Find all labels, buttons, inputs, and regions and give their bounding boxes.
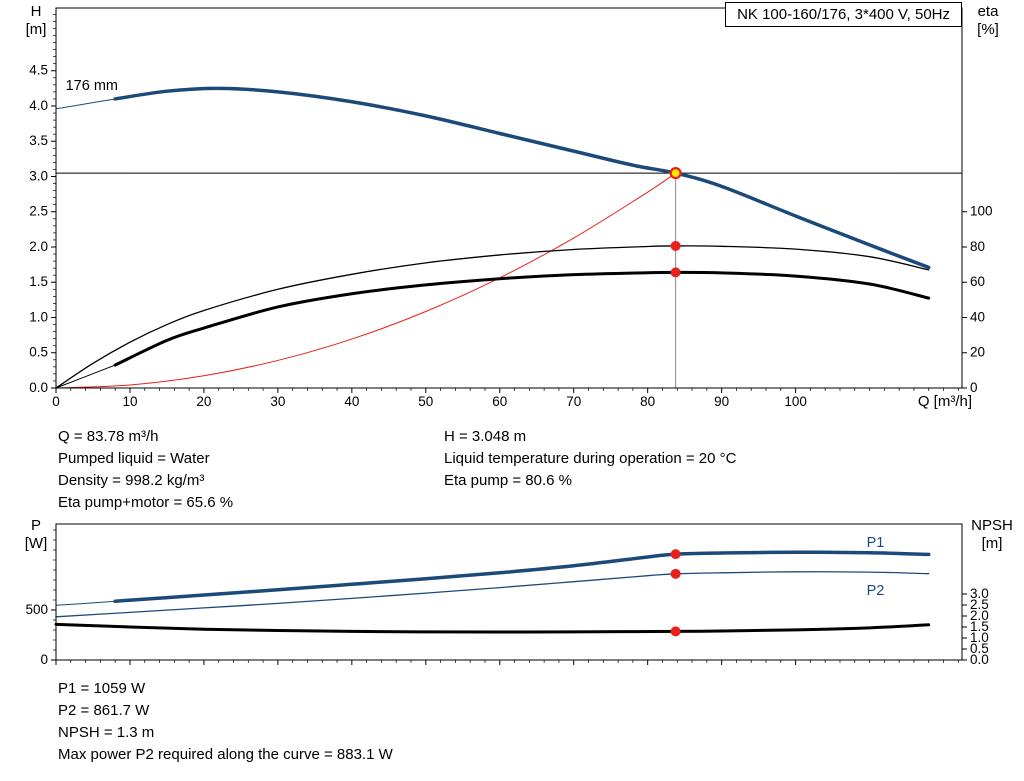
- x-axis-label: Q [m³/h]: [918, 393, 972, 410]
- result-line-npsh: NPSH = 1.3 m: [58, 724, 155, 741]
- y-left-axis-label: H: [31, 3, 42, 20]
- info-line-eta-pump-motor: Eta pump+motor = 65.6 %: [58, 494, 234, 511]
- hq-eta-chart: 0 10 20 30 40 50 60 70 80 90 100 0.0 0.5 1.0 1.5 2.0 2.5…: [26, 3, 1000, 410]
- p1-lead: [55, 600, 116, 606]
- y-left-tick-label: 3.5: [29, 133, 48, 148]
- x-tick-label: 40: [344, 394, 359, 409]
- y-left-tick-label: 4.5: [29, 63, 48, 78]
- info-line-temperature: Liquid temperature during operation = 20…: [444, 450, 737, 467]
- info-line-density: Density = 998.2 kg/m³: [58, 472, 205, 489]
- eta-pump-motor-point: [670, 267, 681, 278]
- duty-info-left: Q = 83.78 m³/h Pumped liquid = Water Den…: [58, 426, 444, 514]
- plot-frame: [55, 523, 963, 661]
- x-tick-label: 20: [196, 394, 211, 409]
- p1-point: [670, 549, 681, 560]
- y-left-tick-label: 1.5: [29, 274, 48, 289]
- y-left-tick-label: 0.5: [29, 345, 48, 360]
- info-line-eta-pump: Eta pump = 80.6 %: [444, 472, 572, 489]
- y-right-tick-label: 0.5: [970, 641, 989, 656]
- x-tick-label: 100: [784, 394, 807, 409]
- hq-chart-section: 0 10 20 30 40 50 60 70 80 90 100 0.0 0.5 1.0 1.5 2.0 2.5…: [26, 2, 1000, 410]
- x-tick-label: 90: [714, 394, 729, 409]
- y-right-axis-label: NPSH: [971, 517, 1013, 534]
- p2-label: P2: [867, 583, 885, 599]
- eta-pump-curve: [55, 245, 930, 389]
- y-right-tick-label: 0.0: [970, 652, 989, 667]
- x-tick-label: 30: [270, 394, 285, 409]
- pump-title-box: NK 100-160/176, 3*400 V, 50Hz: [725, 2, 962, 27]
- pump-curve-176mm: [113, 86, 931, 270]
- x-tick-label: 80: [640, 394, 655, 409]
- p1-curve: [113, 550, 931, 603]
- impeller-size-label: 176 mm: [66, 78, 118, 94]
- power-npsh-chart: 0 500 0.00.51.01.52.02.53.0 P[W] NPSH[m] P1 P2: [25, 517, 1013, 667]
- y-left-tick-label: 4.0: [29, 98, 48, 113]
- y-right-tick-label: 1.5: [970, 619, 989, 634]
- p2-curve: [55, 571, 930, 618]
- y-right-tick-label: 1.0: [970, 630, 989, 645]
- info-line-head: H = 3.048 m: [444, 428, 527, 445]
- npsh-curve: [54, 622, 931, 634]
- p2-point: [670, 568, 681, 579]
- y-left-tick-label: 2.0: [29, 239, 48, 254]
- duty-info: Q = 83.78 m³/h Pumped liquid = Water Den…: [58, 426, 1024, 514]
- eta-pump-motor-lead: [55, 364, 116, 389]
- y-left-tick-label: 500: [25, 602, 48, 617]
- y-right-axis-label: [m]: [982, 535, 1003, 552]
- plot-frame: [55, 7, 963, 389]
- npsh-point: [670, 626, 681, 637]
- y-right-tick-label: 2.0: [970, 608, 989, 623]
- info-line-flow: Q = 83.78 m³/h: [58, 428, 159, 445]
- y-right-tick-label: 20: [970, 345, 985, 360]
- y-right-tick-label: 80: [970, 239, 985, 254]
- y-right-tick-label: 2.5: [970, 597, 989, 612]
- result-line-p2: P2 = 861.7 W: [58, 702, 150, 719]
- eta-pump-point: [670, 240, 681, 251]
- x-tick-label: 70: [566, 394, 581, 409]
- y-left-axis-label: [W]: [25, 535, 48, 552]
- y-right-tick-label: 40: [970, 309, 985, 324]
- y-left-axis-label: P: [31, 517, 41, 534]
- y-left-tick-label: 1.0: [29, 309, 48, 324]
- result-line-maxp2: Max power P2 required along the curve = …: [58, 746, 393, 763]
- pump-curve-lead: [55, 98, 116, 110]
- x-tick-label: 10: [122, 394, 137, 409]
- x-tick-label: 0: [52, 394, 60, 409]
- duty-info-right: H = 3.048 m Liquid temperature during op…: [444, 426, 736, 514]
- pump-title: NK 100-160/176, 3*400 V, 50Hz: [737, 6, 950, 23]
- result-summary: P1 = 1059 W P2 = 861.7 W NPSH = 1.3 m Ma…: [58, 678, 1024, 766]
- y-right-tick-label: 100: [970, 204, 993, 219]
- p1-label: P1: [867, 535, 885, 551]
- x-tick-label: 50: [418, 394, 433, 409]
- y-right-axis-label: [%]: [977, 21, 999, 38]
- eta-pump-motor-curve: [113, 270, 931, 367]
- duty-point[interactable]: [669, 167, 682, 180]
- y-right-tick-label: 0: [970, 380, 978, 395]
- y-left-tick-label: 3.0: [29, 168, 48, 183]
- y-right-tick-label: 3.0: [970, 586, 989, 601]
- y-left-axis-label: [m]: [26, 21, 47, 38]
- system-curve: [55, 172, 677, 389]
- y-left-tick-label: 2.5: [29, 204, 48, 219]
- y-right-axis-label: eta: [978, 3, 1000, 20]
- y-right-tick-label: 60: [970, 274, 985, 289]
- y-left-tick-label: 0: [40, 652, 48, 667]
- x-tick-label: 60: [492, 394, 507, 409]
- y-left-tick-label: 0.0: [29, 380, 48, 395]
- result-line-p1: P1 = 1059 W: [58, 680, 146, 697]
- info-line-liquid: Pumped liquid = Water: [58, 450, 210, 467]
